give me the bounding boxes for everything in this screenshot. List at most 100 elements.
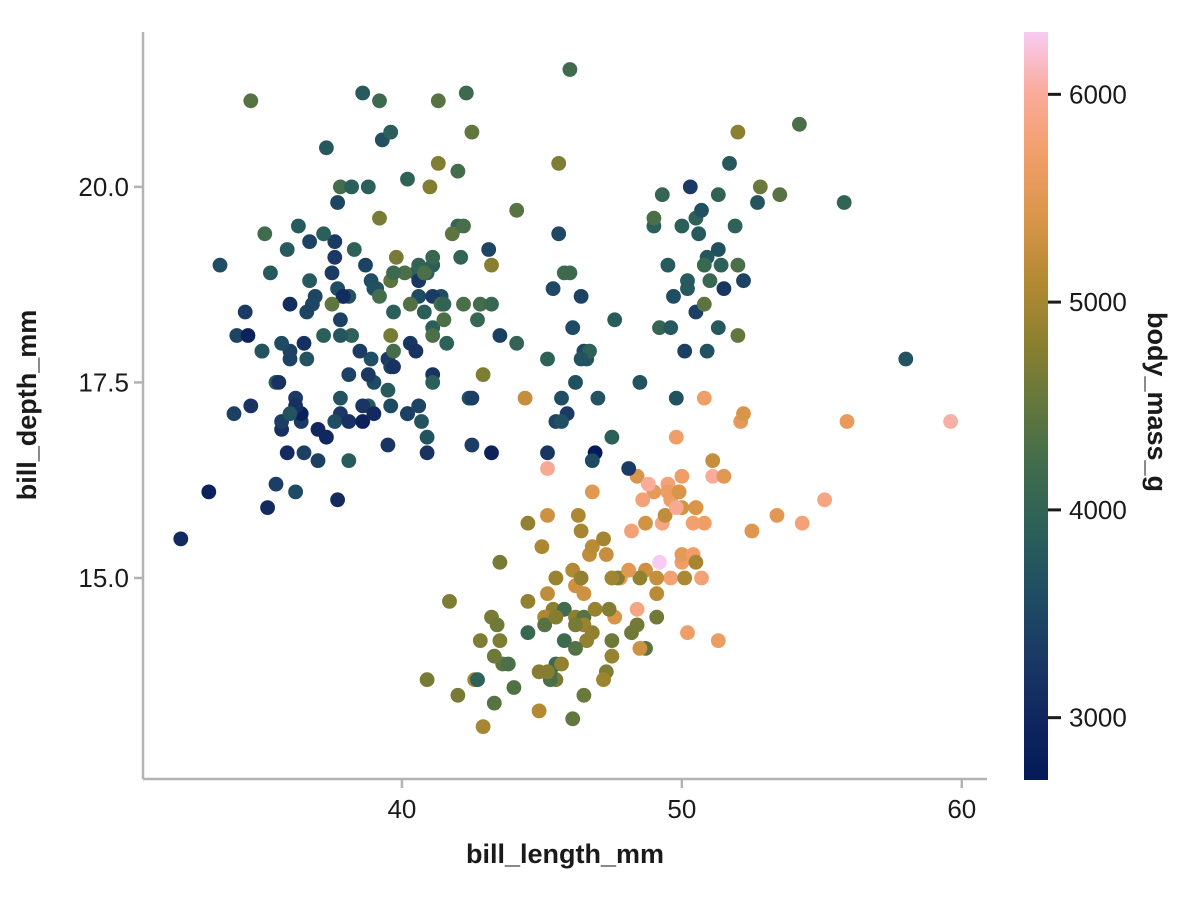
data-point [713,257,729,273]
data-point [730,124,746,140]
data-point [584,453,600,468]
data-point [540,351,555,367]
data-point [632,570,648,586]
data-point [716,281,732,296]
data-point [736,273,751,289]
data-point [573,289,589,304]
data-point [372,289,387,304]
data-point [540,445,555,461]
data-point [360,179,376,195]
data-point [442,594,457,609]
data-point [710,320,726,336]
data-point [475,719,491,734]
data-point [752,179,768,195]
data-point [319,429,334,445]
data-point [201,484,217,500]
data-point [601,601,617,617]
data-point [254,343,270,359]
data-point [302,273,317,289]
data-point [696,257,712,273]
data-point [310,453,326,468]
data-point [319,140,334,156]
data-point [450,687,466,703]
data-point [335,289,351,304]
data-point [299,304,315,320]
data-point [282,406,298,422]
data-point [212,257,228,273]
data-point [710,187,726,203]
data-point [341,453,357,468]
data-point [730,257,746,273]
y-axis-title: bill_depth_mm [12,310,42,501]
data-point [632,641,648,656]
data-point [568,641,583,656]
data-point [750,195,765,210]
data-point [355,398,371,414]
data-point [481,242,497,257]
data-point [680,281,695,296]
data-point [302,234,317,250]
data-point [425,249,441,265]
data-point [663,570,679,586]
data-point [604,429,620,445]
data-point [240,328,256,343]
data-point [685,515,701,531]
data-point [237,304,253,320]
data-point [453,249,469,265]
data-point [484,257,499,273]
data-point [279,445,295,461]
data-point [363,351,379,367]
data-point [486,695,502,711]
data-point [383,398,399,414]
x-tick-label: 50 [667,794,696,824]
data-point [436,296,452,312]
data-point [584,625,600,641]
data-point [333,312,348,328]
data-point [419,672,435,688]
y-tick-label: 17.5 [78,367,129,397]
data-point [380,437,396,453]
data-point [635,492,651,508]
data-point [794,515,810,531]
data-point [607,312,623,328]
data-point [654,187,670,203]
data-point [243,93,259,109]
data-point [383,328,399,343]
data-point [486,648,502,664]
data-point [548,609,564,625]
data-point [621,562,637,578]
data-point [688,500,704,515]
data-point [380,382,396,398]
data-point [344,328,359,343]
data-point [598,547,614,562]
x-tick-label: 40 [387,794,416,824]
data-point [694,570,709,586]
data-point [344,179,359,195]
data-point [604,570,620,586]
data-point [674,218,690,234]
data-point [263,265,278,281]
data-point [268,476,284,492]
data-point [554,656,569,672]
data-point [517,390,533,406]
data-point [470,672,485,688]
data-point [573,570,589,586]
data-point [839,414,855,429]
data-point [400,406,415,422]
data-point [836,195,852,210]
data-point [509,202,525,218]
data-point [556,633,572,648]
data-point [360,367,376,382]
data-point [282,351,298,367]
data-point [638,515,653,531]
data-point [554,390,569,406]
data-point [772,187,788,203]
data-point [386,265,401,281]
data-point [649,570,665,586]
data-point [554,414,569,429]
data-point [341,367,357,382]
data-point [386,304,401,320]
data-point [419,429,435,445]
data-point [489,617,505,633]
